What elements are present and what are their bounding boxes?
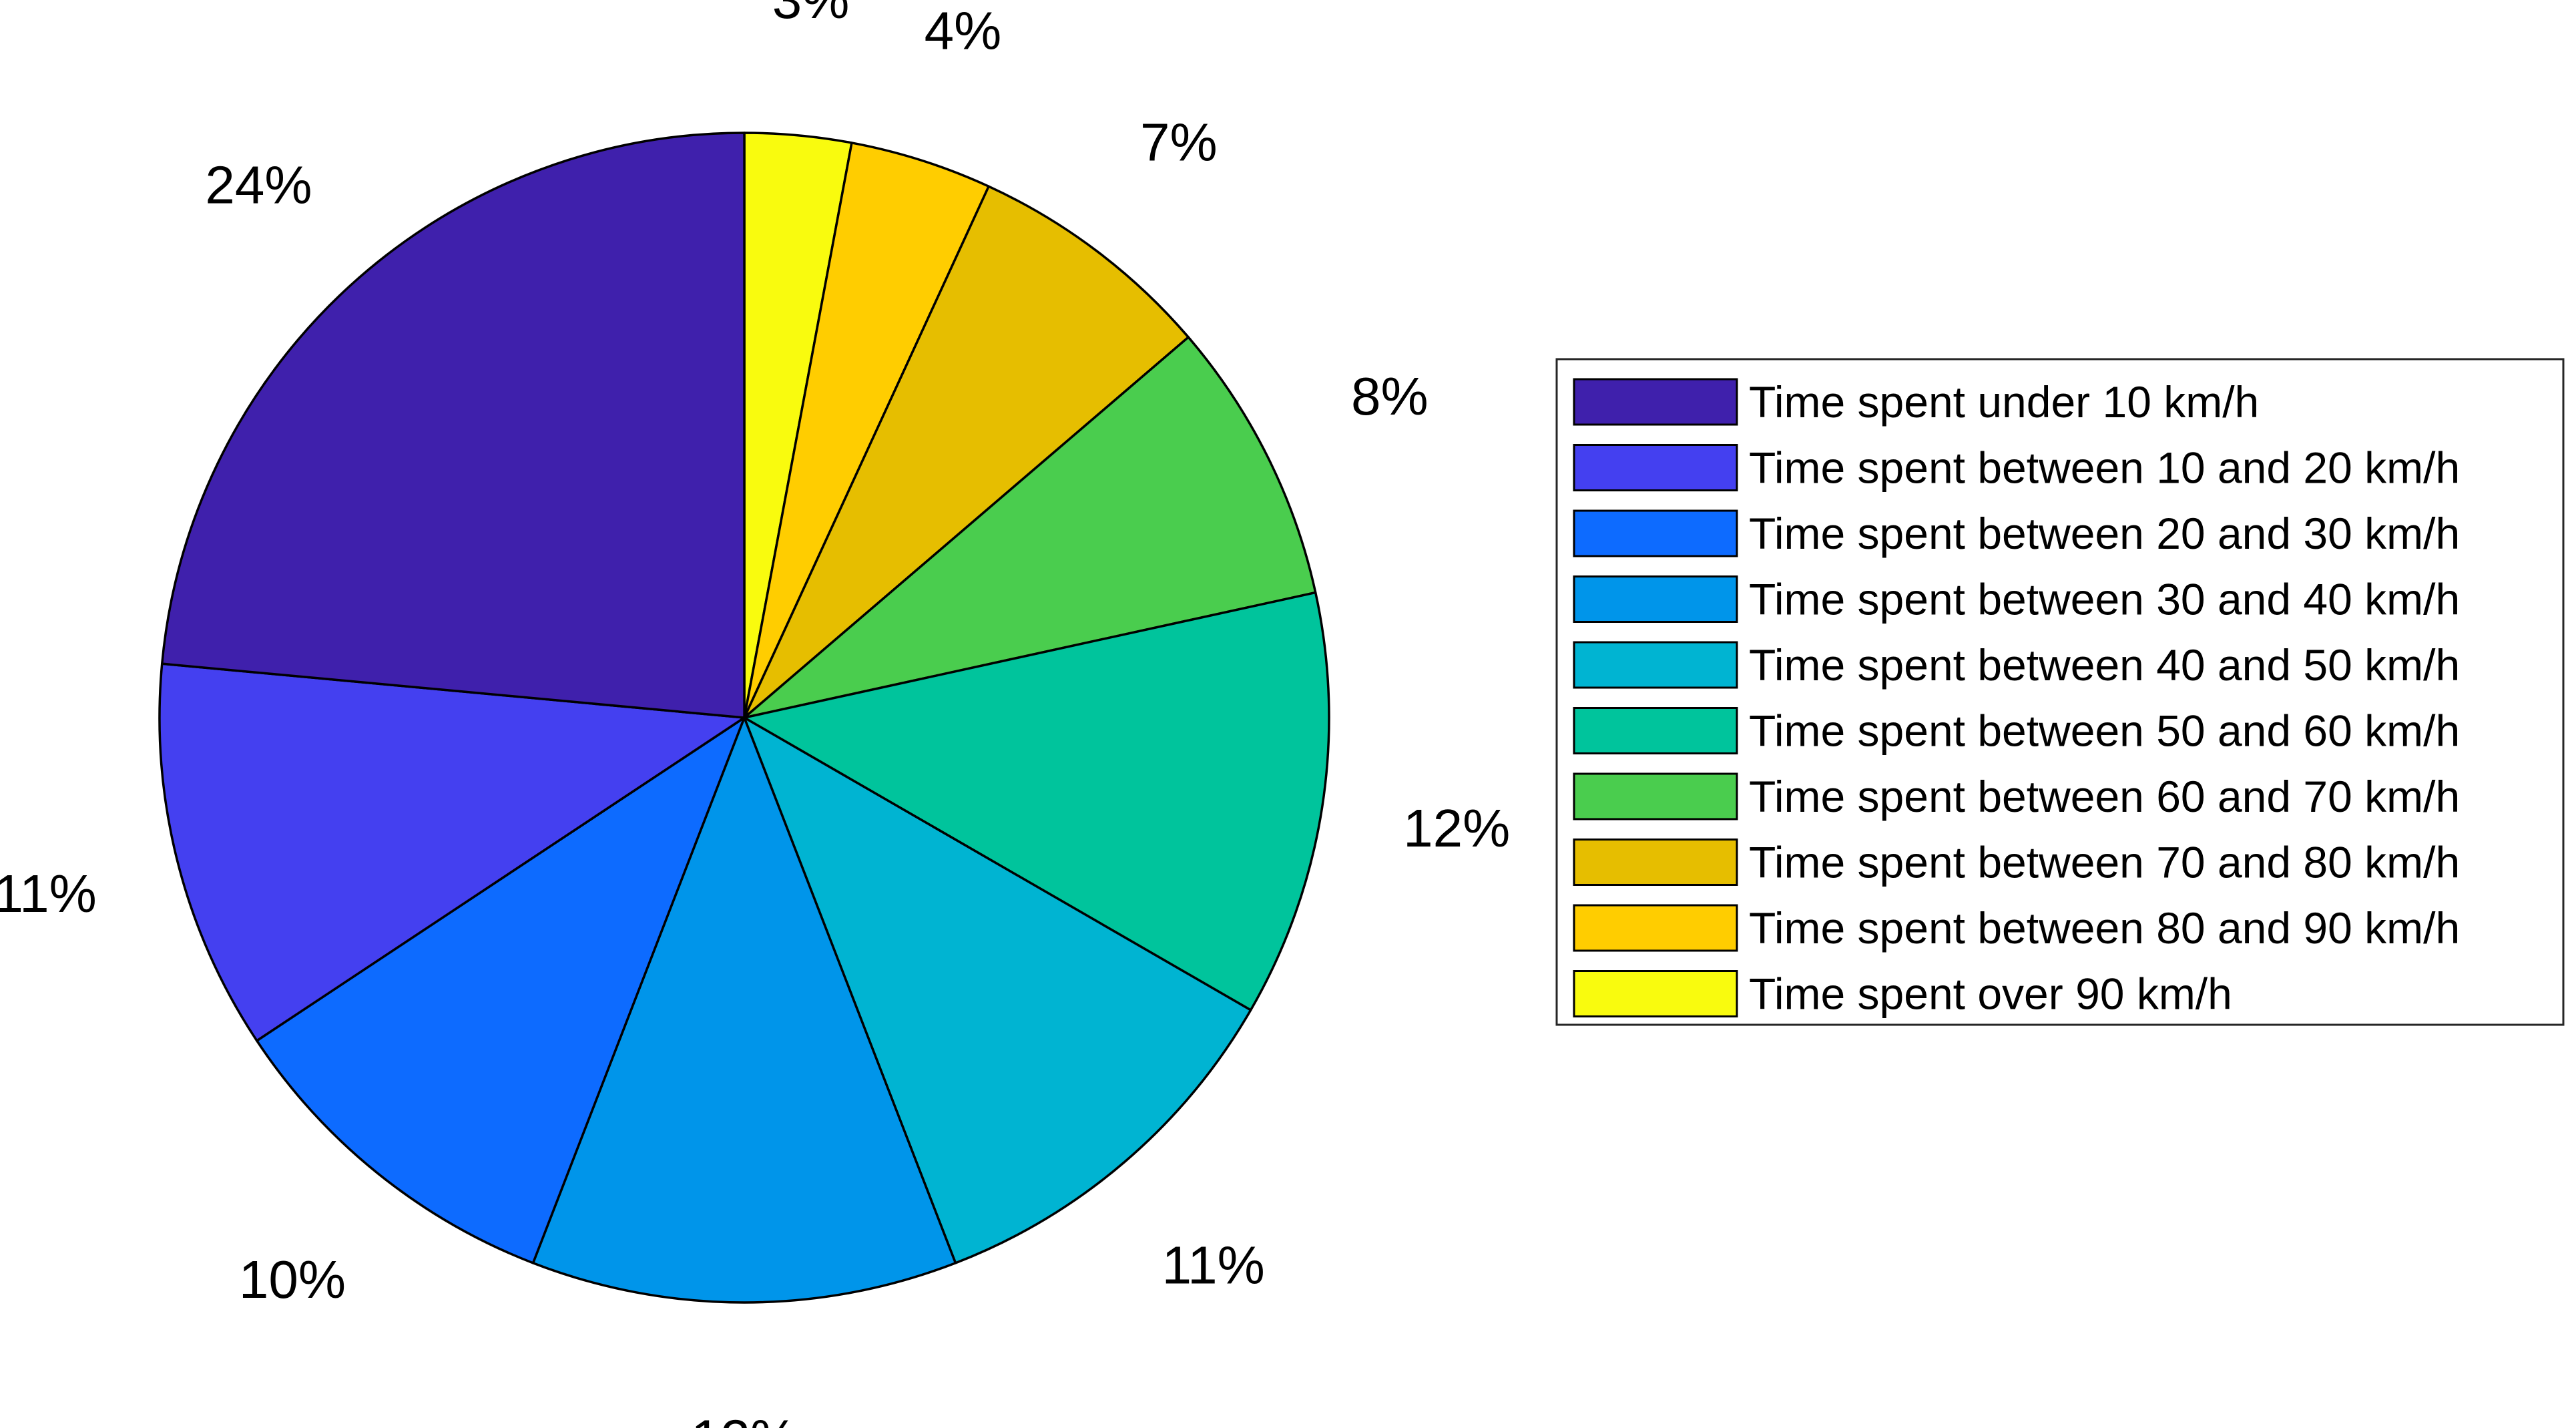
- legend-swatch-time-spent-between-80-and-90-km-h: [1573, 904, 1738, 952]
- legend-entry-time-spent-between-70-and-80-km-h: Time spent between 70 and 80 km/h: [1749, 838, 2460, 887]
- legend-entry-time-spent-under-10-km-h: Time spent under 10 km/h: [1749, 377, 2259, 427]
- pie-slice-time-spent-between-20-and-30-km-h: [256, 716, 746, 1264]
- pie-label-time-spent-between-20-and-30-km-h: 10%: [239, 1250, 346, 1309]
- legend-swatch-time-spent-between-40-and-50-km-h: [1573, 641, 1738, 689]
- pie-label-time-spent-between-70-and-80-km-h: 7%: [1140, 113, 1218, 172]
- legend-entry-time-spent-over-90-km-h: Time spent over 90 km/h: [1749, 969, 2232, 1019]
- legend-swatch-time-spent-between-50-and-60-km-h: [1573, 707, 1738, 754]
- pie-slices: [158, 132, 1330, 1304]
- legend-swatch-time-spent-between-10-and-20-km-h: [1573, 444, 1738, 491]
- pie-label-time-spent-between-40-and-50-km-h: 11%: [1162, 1236, 1265, 1295]
- pie-slice-time-spent-between-10-and-20-km-h: [158, 662, 746, 1042]
- legend-swatch-time-spent-between-20-and-30-km-h: [1573, 509, 1738, 557]
- pie-label-time-spent-between-50-and-60-km-h: 12%: [1403, 798, 1510, 858]
- pie-label-time-spent-between-80-and-90-km-h: 4%: [925, 1, 1002, 60]
- legend-entry-time-spent-between-80-and-90-km-h: Time spent between 80 and 90 km/h: [1749, 903, 2460, 953]
- legend-entry-time-spent-between-50-and-60-km-h: Time spent between 50 and 60 km/h: [1749, 706, 2460, 756]
- legend-swatch-time-spent-between-60-and-70-km-h: [1573, 772, 1738, 820]
- legend: Time spent under 10 km/h Time spent betwe…: [1555, 358, 2565, 1026]
- legend-entry-time-spent-between-20-and-30-km-h: Time spent between 20 and 30 km/h: [1749, 509, 2460, 558]
- legend-entry-time-spent-between-60-and-70-km-h: Time spent between 60 and 70 km/h: [1749, 772, 2460, 821]
- pie-slice-time-spent-between-30-and-40-km-h: [531, 716, 957, 1304]
- legend-swatch-time-spent-over-90-km-h: [1573, 970, 1738, 1017]
- pie-label-time-spent-under-10-km-h: 24%: [205, 155, 312, 214]
- legend-swatch-time-spent-between-30-and-40-km-h: [1573, 575, 1738, 623]
- pie-slice-time-spent-under-10-km-h: [160, 132, 746, 719]
- legend-swatch-time-spent-under-10-km-h: [1573, 378, 1738, 426]
- pie-percent-labels: 3% 4% 7% 8% 12% 11% 12% 10% 11% 24%: [0, 0, 1510, 1428]
- pie-slice-time-spent-between-40-and-50-km-h: [743, 716, 1252, 1264]
- legend-entry-time-spent-between-30-and-40-km-h: Time spent between 30 and 40 km/h: [1749, 575, 2460, 624]
- legend-entry-time-spent-between-40-and-50-km-h: Time spent between 40 and 50 km/h: [1749, 640, 2460, 690]
- pie-label-time-spent-between-60-and-70-km-h: 8%: [1351, 367, 1429, 426]
- pie-slice-time-spent-between-50-and-60-km-h: [743, 591, 1330, 1011]
- pie-label-time-spent-over-90-km-h: 3%: [772, 0, 850, 29]
- pie-label-time-spent-between-30-and-40-km-h: 12%: [691, 1409, 798, 1428]
- legend-swatch-time-spent-between-70-and-80-km-h: [1573, 839, 1738, 886]
- pie-slice-time-spent-between-70-and-80-km-h: [743, 185, 1190, 719]
- pie-slice-time-spent-between-60-and-70-km-h: [743, 336, 1317, 719]
- pie-label-time-spent-between-10-and-20-km-h: 11%: [0, 864, 97, 923]
- pie-slice-time-spent-between-80-and-90-km-h: [743, 142, 990, 719]
- legend-entry-time-spent-between-10-and-20-km-h: Time spent between 10 and 20 km/h: [1749, 443, 2460, 493]
